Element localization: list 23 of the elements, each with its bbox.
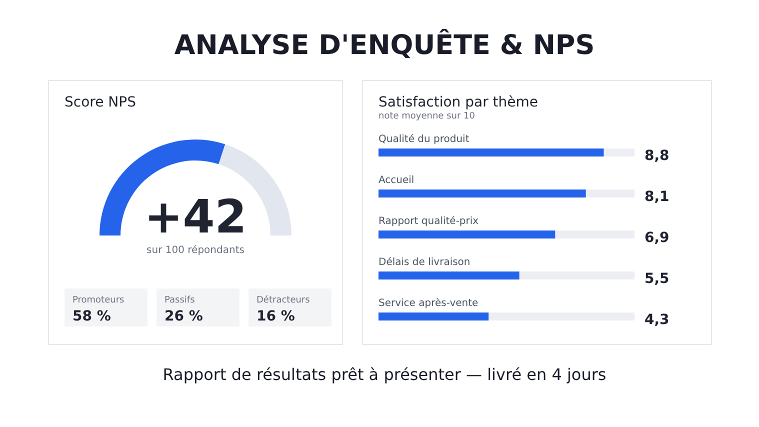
y-tick-label: Service après-vente: [378, 298, 478, 309]
y-tick-label: Rapport qualité-prix: [378, 216, 479, 227]
data-label: 8,8: [644, 148, 670, 164]
data-label: 4,3: [644, 312, 670, 328]
text: sur 100 répondants: [146, 245, 244, 256]
data-label: 8,1: [644, 189, 670, 205]
text: 58 %: [72, 308, 111, 324]
y-tick-label: Délais de livraison: [378, 257, 470, 268]
y-tick-label: Accueil: [378, 175, 414, 186]
text: Détracteurs: [256, 294, 310, 306]
chart-title: Satisfaction par thème: [378, 94, 538, 110]
text: 16 %: [256, 308, 295, 324]
chart-subtitle: note moyenne sur 10: [378, 112, 476, 122]
data-label: 5,5: [644, 271, 670, 287]
text: 26 %: [164, 308, 203, 324]
y-tick-label: Qualité du produit: [378, 134, 470, 145]
text: ANALYSE D'ENQUÊTE & NPS: [174, 28, 595, 63]
text: +42: [144, 190, 247, 244]
chart-title: Score NPS: [64, 94, 136, 110]
text: Rapport de résultats prêt à présenter — livré en 4 jours: [162, 364, 606, 386]
text: Passifs: [164, 296, 196, 306]
data-label: 6,9: [644, 230, 670, 246]
text: Promoteurs: [72, 296, 125, 306]
